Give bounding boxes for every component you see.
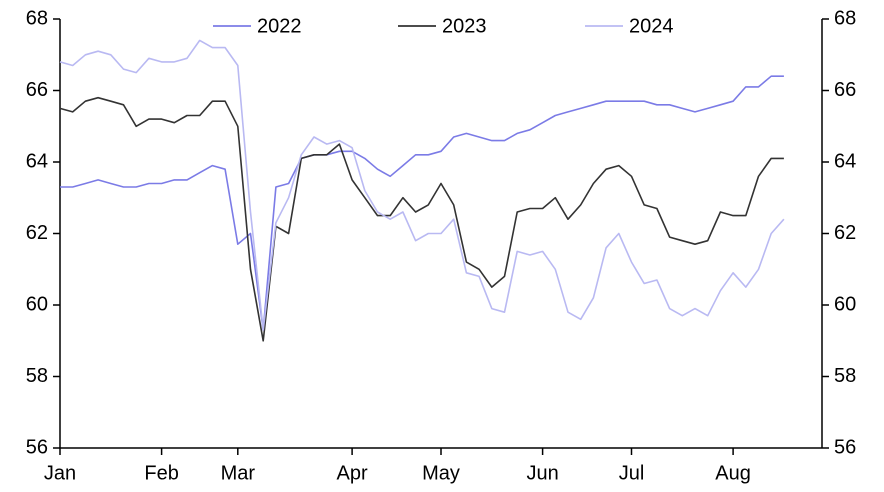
x-tick-label: Mar — [221, 462, 256, 484]
y2-tick-label: 60 — [834, 293, 856, 315]
line-series — [59, 39, 785, 331]
legend-label: 2023 — [442, 15, 487, 37]
x-tick-label: Jan — [44, 462, 76, 484]
y-tick-label: 64 — [26, 150, 48, 172]
y-tick-label: 60 — [26, 293, 48, 315]
x-tick-label: Jul — [619, 462, 645, 484]
y2-tick-label: 68 — [834, 7, 856, 29]
y-tick-label: 56 — [26, 436, 48, 458]
line-series — [59, 96, 784, 342]
y-tick-label: 66 — [26, 79, 48, 101]
y2-tick-label: 64 — [834, 150, 856, 172]
y-tick-label: 58 — [26, 365, 48, 387]
y2-tick-label: 58 — [834, 365, 856, 387]
y-tick-label: 62 — [26, 222, 48, 244]
x-tick-label: Feb — [144, 462, 178, 484]
y2-tick-label: 62 — [834, 222, 856, 244]
y2-tick-label: 66 — [834, 79, 856, 101]
x-tick-label: Jun — [526, 462, 558, 484]
x-tick-label: Aug — [715, 462, 751, 484]
legend-label: 2024 — [629, 15, 674, 37]
y-tick-label: 68 — [26, 7, 48, 29]
line-series — [60, 75, 784, 331]
x-tick-label: May — [422, 462, 460, 484]
x-tick-label: Apr — [337, 462, 368, 484]
y2-tick-label: 56 — [834, 436, 856, 458]
legend-label: 2022 — [257, 15, 302, 37]
